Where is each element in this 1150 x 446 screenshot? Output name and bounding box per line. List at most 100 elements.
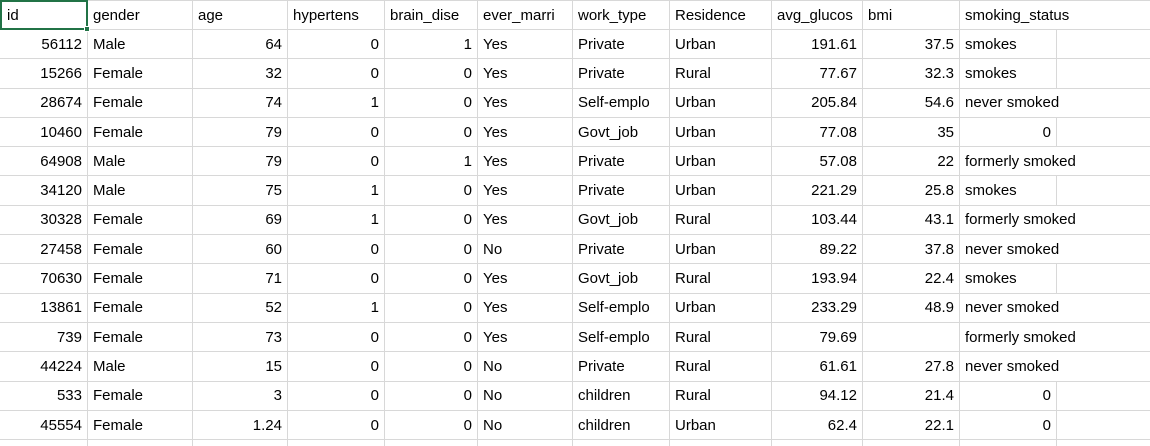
cell-brain-disease[interactable]: 1 xyxy=(385,30,478,60)
cell-bmi[interactable]: 35 xyxy=(863,117,960,148)
cell-hypertension[interactable]: 0 xyxy=(288,410,385,441)
cell-residence-type[interactable]: Rural xyxy=(670,264,772,294)
cell-bmi[interactable]: 22 xyxy=(863,147,960,177)
cell-id[interactable]: 30328 xyxy=(0,205,88,236)
cell-age[interactable]: 74 xyxy=(193,88,288,118)
cell-header-brain-disease[interactable]: brain_dise xyxy=(385,0,478,30)
cell-bmi[interactable]: 48.9 xyxy=(863,293,960,323)
cell-work-type[interactable]: Self-emplo xyxy=(573,88,670,118)
cell-spill[interactable] xyxy=(1057,410,1150,441)
cell-hypertension[interactable]: 0 xyxy=(288,381,385,411)
cell-header-smoking-status[interactable]: smoking_status xyxy=(960,0,1069,30)
cell-ever-married[interactable]: Yes xyxy=(478,147,573,177)
cell-avg-glucose[interactable]: 221.29 xyxy=(772,176,863,206)
cell-gender[interactable]: Female xyxy=(88,88,193,118)
cell-hypertension[interactable]: 0 xyxy=(288,322,385,353)
cell-spill[interactable] xyxy=(1057,235,1150,265)
cell-avg-glucose[interactable]: 205.84 xyxy=(772,88,863,118)
cell-empty[interactable] xyxy=(193,440,288,446)
cell-work-type[interactable]: Private xyxy=(573,235,670,265)
cell-work-type[interactable]: Self-emplo xyxy=(573,322,670,353)
cell-id[interactable]: 45554 xyxy=(0,410,88,441)
cell-avg-glucose[interactable]: 77.08 xyxy=(772,117,863,148)
cell-empty[interactable] xyxy=(88,440,193,446)
cell-empty[interactable] xyxy=(960,440,1057,446)
cell-ever-married[interactable]: Yes xyxy=(478,322,573,353)
cell-smoking-status[interactable]: never smoked xyxy=(960,352,1059,382)
cell-header-hypertension[interactable]: hypertens xyxy=(288,0,385,30)
cell-work-type[interactable]: Govt_job xyxy=(573,117,670,148)
cell-spill[interactable] xyxy=(1057,352,1150,382)
cell-bmi[interactable]: 22.1 xyxy=(863,410,960,441)
cell-ever-married[interactable]: No xyxy=(478,410,573,441)
cell-residence-type[interactable]: Rural xyxy=(670,59,772,89)
cell-residence-type[interactable]: Urban xyxy=(670,147,772,177)
cell-spill[interactable] xyxy=(1057,264,1150,294)
cell-smoking-status[interactable]: smokes xyxy=(960,59,1057,89)
cell-smoking-status[interactable]: smokes xyxy=(960,264,1057,294)
cell-smoking-status[interactable]: formerly smoked xyxy=(960,323,1076,353)
cell-gender[interactable]: Female xyxy=(88,264,193,294)
cell-gender[interactable]: Female xyxy=(88,59,193,89)
cell-bmi[interactable]: 25.8 xyxy=(863,176,960,206)
cell-bmi[interactable]: 37.8 xyxy=(863,235,960,265)
cell-bmi[interactable]: 27.8 xyxy=(863,352,960,382)
cell-header-work-type[interactable]: work_type xyxy=(573,0,670,30)
cell-spill[interactable] xyxy=(1057,147,1150,177)
cell-spill[interactable] xyxy=(1057,30,1150,60)
cell-bmi[interactable]: 37.5 xyxy=(863,30,960,60)
cell-smoking-status[interactable]: never smoked xyxy=(960,294,1059,323)
cell-spill[interactable] xyxy=(1057,88,1150,118)
cell-age[interactable]: 73 xyxy=(193,322,288,353)
cell-spill[interactable] xyxy=(1057,59,1150,89)
cell-age[interactable]: 64 xyxy=(193,30,288,60)
cell-empty[interactable] xyxy=(1057,440,1150,446)
cell-brain-disease[interactable]: 0 xyxy=(385,59,478,89)
cell-id[interactable]: 10460 xyxy=(0,117,88,148)
cell-ever-married[interactable]: Yes xyxy=(478,293,573,323)
cell-age[interactable]: 79 xyxy=(193,147,288,177)
cell-header-bmi[interactable]: bmi xyxy=(863,0,960,30)
cell-age[interactable]: 69 xyxy=(193,205,288,236)
cell-brain-disease[interactable]: 0 xyxy=(385,381,478,411)
cell-age[interactable]: 52 xyxy=(193,293,288,323)
cell-hypertension[interactable]: 0 xyxy=(288,30,385,60)
cell-bmi[interactable]: 22.4 xyxy=(863,264,960,294)
cell-header-age[interactable]: age xyxy=(193,0,288,30)
cell-ever-married[interactable]: Yes xyxy=(478,59,573,89)
cell-age[interactable]: 3 xyxy=(193,381,288,411)
cell-avg-glucose[interactable]: 57.08 xyxy=(772,147,863,177)
cell-gender[interactable]: Male xyxy=(88,147,193,177)
cell-avg-glucose[interactable]: 233.29 xyxy=(772,293,863,323)
cell-age[interactable]: 15 xyxy=(193,352,288,382)
cell-brain-disease[interactable]: 0 xyxy=(385,117,478,148)
cell-spill[interactable] xyxy=(1057,293,1150,323)
cell-gender[interactable]: Female xyxy=(88,205,193,236)
cell-smoking-status[interactable]: never smoked xyxy=(960,89,1059,118)
cell-work-type[interactable]: Self-emplo xyxy=(573,293,670,323)
cell-brain-disease[interactable]: 0 xyxy=(385,352,478,382)
cell-age[interactable]: 71 xyxy=(193,264,288,294)
cell-header-empty[interactable] xyxy=(1057,0,1150,30)
cell-empty[interactable] xyxy=(573,440,670,446)
cell-ever-married[interactable]: Yes xyxy=(478,264,573,294)
cell-work-type[interactable]: Private xyxy=(573,147,670,177)
cell-empty[interactable] xyxy=(863,440,960,446)
cell-brain-disease[interactable]: 0 xyxy=(385,264,478,294)
cell-avg-glucose[interactable]: 62.4 xyxy=(772,410,863,441)
cell-hypertension[interactable]: 1 xyxy=(288,293,385,323)
cell-age[interactable]: 1.24 xyxy=(193,410,288,441)
cell-id[interactable]: 739 xyxy=(0,322,88,353)
cell-hypertension[interactable]: 0 xyxy=(288,264,385,294)
cell-hypertension[interactable]: 0 xyxy=(288,235,385,265)
cell-ever-married[interactable]: Yes xyxy=(478,205,573,236)
cell-ever-married[interactable]: Yes xyxy=(478,176,573,206)
cell-hypertension[interactable]: 0 xyxy=(288,352,385,382)
cell-header-residence[interactable]: Residence xyxy=(670,0,772,30)
cell-work-type[interactable]: Govt_job xyxy=(573,264,670,294)
cell-work-type[interactable]: Private xyxy=(573,352,670,382)
cell-gender[interactable]: Female xyxy=(88,235,193,265)
cell-residence-type[interactable]: Rural xyxy=(670,381,772,411)
cell-residence-type[interactable]: Rural xyxy=(670,322,772,353)
cell-avg-glucose[interactable]: 89.22 xyxy=(772,235,863,265)
